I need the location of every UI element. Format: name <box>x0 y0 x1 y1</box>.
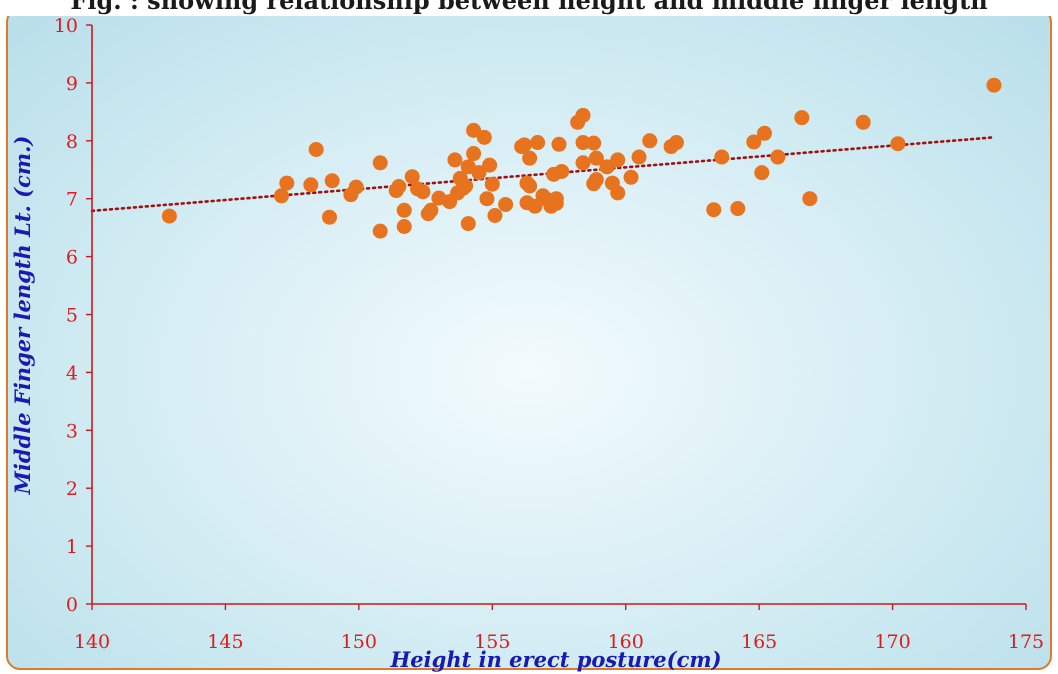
data-point <box>161 208 177 224</box>
data-point <box>730 201 746 217</box>
data-point <box>575 155 591 171</box>
data-point <box>322 209 338 225</box>
x-tick-label: 170 <box>874 631 910 653</box>
data-point <box>599 159 615 175</box>
x-tick-label: 140 <box>74 631 110 653</box>
data-point <box>548 195 564 211</box>
data-point <box>554 163 570 179</box>
axes-layer <box>86 24 1027 610</box>
data-point <box>391 179 407 195</box>
labels-layer: 0 1 2 3 4 5 6 7 8 9 10 140 145 150 155 160 165 170 175 <box>54 15 1044 653</box>
y-tick-label: 7 <box>66 189 78 211</box>
data-point <box>466 146 482 162</box>
data-point <box>466 122 482 138</box>
x-tick-label: 145 <box>207 631 243 653</box>
x-tick-label: 155 <box>474 631 510 653</box>
data-point <box>423 202 439 218</box>
data-point <box>530 135 546 151</box>
points-layer <box>161 77 1002 239</box>
data-point <box>756 125 772 141</box>
chart-frame <box>6 8 1052 670</box>
y-tick-label: 6 <box>66 247 78 269</box>
y-tick-label: 0 <box>66 594 78 616</box>
data-point <box>770 149 786 165</box>
y-tick-label: 8 <box>66 131 78 153</box>
trendline-layer <box>90 136 996 213</box>
data-point <box>588 172 604 188</box>
trendline <box>90 136 996 213</box>
data-point <box>522 150 538 166</box>
data-point <box>308 141 324 157</box>
data-point <box>986 77 1002 93</box>
data-point <box>372 155 388 171</box>
chart-title: Fig. : showing relationship between heig… <box>70 0 988 15</box>
y-axis-title: Middle Finger length Lt. (cm.) <box>10 136 35 496</box>
data-point <box>273 188 289 204</box>
data-point <box>706 202 722 218</box>
data-point <box>396 218 412 234</box>
data-point <box>668 135 684 151</box>
x-tick-label: 160 <box>608 631 644 653</box>
data-point <box>348 179 364 195</box>
data-point <box>754 165 770 181</box>
data-point <box>516 137 532 153</box>
data-point <box>484 176 500 192</box>
data-point <box>522 178 538 194</box>
data-point <box>460 216 476 232</box>
data-point <box>746 134 762 150</box>
data-point <box>802 191 818 207</box>
data-point <box>714 149 730 165</box>
data-point <box>551 136 567 152</box>
data-point <box>487 207 503 223</box>
x-tick-label: 165 <box>741 631 777 653</box>
data-point <box>527 198 543 214</box>
data-point <box>642 133 658 149</box>
data-point <box>890 136 906 152</box>
data-point <box>476 129 492 145</box>
data-point <box>479 191 495 207</box>
data-point <box>794 110 810 126</box>
x-tick-label: 150 <box>341 631 377 653</box>
x-axis-title: Height in erect posture(cm) <box>389 647 721 672</box>
data-point <box>404 169 420 185</box>
y-tick-label: 5 <box>66 305 78 327</box>
title-strip: Fig. : showing relationship between heig… <box>0 0 1058 16</box>
x-tick-label: 175 <box>1008 631 1044 653</box>
data-point <box>498 196 514 212</box>
data-point <box>279 175 295 191</box>
data-point <box>575 107 591 123</box>
data-point <box>855 114 871 130</box>
data-point <box>415 184 431 200</box>
data-point <box>471 165 487 181</box>
y-tick-label: 2 <box>66 478 78 500</box>
y-tick-label: 10 <box>54 15 78 37</box>
data-point <box>447 152 463 168</box>
data-point <box>575 135 591 151</box>
data-point <box>631 149 647 165</box>
data-point <box>396 202 412 218</box>
data-point <box>588 150 604 166</box>
y-tick-label: 9 <box>66 73 78 95</box>
y-tick-label: 3 <box>66 420 78 442</box>
data-point <box>610 185 626 201</box>
data-point <box>482 157 498 173</box>
data-point <box>610 152 626 168</box>
data-point <box>303 177 319 193</box>
data-point <box>623 169 639 185</box>
data-point <box>458 178 474 194</box>
data-point <box>586 135 602 151</box>
data-point <box>324 173 340 189</box>
y-tick-label: 1 <box>66 536 78 558</box>
y-tick-label: 4 <box>66 362 78 384</box>
data-point <box>372 223 388 239</box>
